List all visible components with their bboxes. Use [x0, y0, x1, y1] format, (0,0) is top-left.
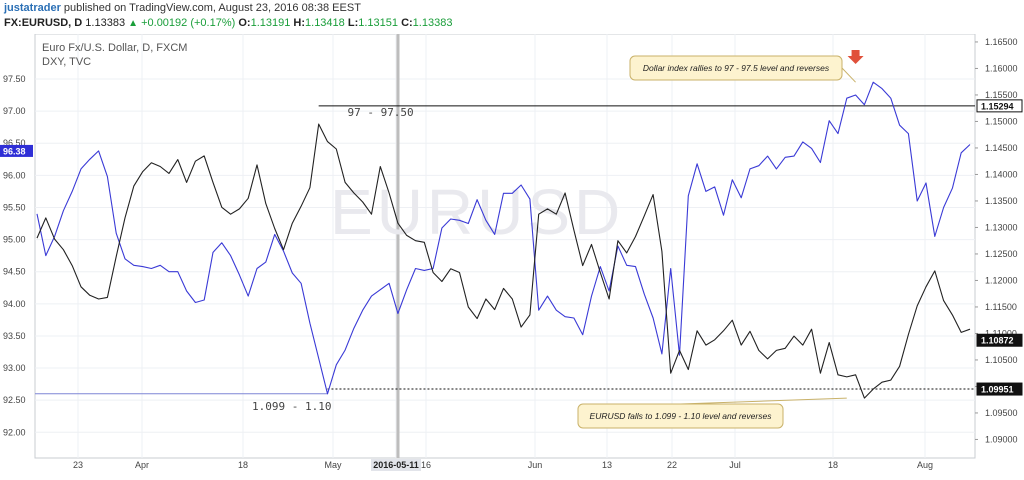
legend-eurusd: Euro Fx/U.S. Dollar, D, FXCM: [42, 42, 187, 54]
dxy-last-tag: 96.38: [3, 146, 26, 156]
left-axis-tick: 95.00: [3, 235, 26, 245]
left-axis-tick: 97.00: [3, 106, 26, 116]
low-label: L:: [347, 17, 359, 29]
right-axis-tick: 1.13500: [985, 196, 1018, 206]
right-axis-tick: 1.09000: [985, 434, 1018, 444]
right-axis-tick: 1.15500: [985, 90, 1018, 100]
down-arrow-icon: [847, 50, 864, 64]
eur-level-label: 1.099 - 1.10: [252, 400, 331, 413]
left-axis-tick: 97.50: [3, 74, 26, 84]
open-value: 1.13191: [250, 17, 291, 29]
dxy-note-pointer: [841, 67, 856, 83]
symbol-watermark: EURUSD: [330, 176, 624, 248]
crosshair-date-label: 2016-05-11: [373, 460, 419, 470]
left-axis-tick: 96.00: [3, 170, 26, 180]
left-axis-tick: 93.50: [3, 331, 26, 341]
crosshair-date-box: [371, 459, 421, 471]
x-axis-tick: May: [324, 460, 342, 470]
level-tag-top-box: [976, 99, 1023, 113]
x-axis-tick: Jul: [729, 460, 741, 470]
left-axis-tick: 95.50: [3, 202, 26, 212]
ohlc-line: FX:EURUSD, D 1.13383 ▲ +0.00192 (+0.17%)…: [4, 17, 452, 29]
left-axis-tick: 96.50: [3, 138, 26, 148]
price-chart[interactable]: EURUSD 97 - 97.50 1.099 - 1.10 97.50 97.00…: [0, 34, 1024, 480]
chart-axes: 97.50 97.00 96.50 96.00 95.50 95.00 94.50 94.00…: [0, 37, 1023, 471]
dxy-series-line[interactable]: [36, 81, 971, 395]
eur-note-pointer: [680, 397, 847, 405]
x-axis-tick: 22: [667, 460, 677, 470]
x-axis-tick: Jun: [528, 460, 543, 470]
dxy-last-tag-box: [0, 144, 33, 157]
plot-frame: [34, 34, 976, 459]
right-axis-tick: 1.14500: [985, 143, 1018, 153]
x-axis-tick: Aug: [917, 460, 933, 470]
high-label: H:: [293, 17, 306, 29]
right-axis-tick: 1.12500: [985, 249, 1018, 259]
left-axis-tick: 92.50: [3, 395, 26, 405]
price-change: +0.00192 (+0.17%): [141, 17, 236, 29]
chart-grid: [34, 34, 976, 459]
left-axis-tick: 94.50: [3, 267, 26, 277]
eurusd-series-line[interactable]: [36, 123, 971, 399]
last-price-tag-box: [976, 333, 1023, 347]
right-axis-tick: 1.16500: [985, 37, 1018, 47]
right-axis-tick: 1.11500: [985, 302, 1017, 312]
level-tag-low: 1.09951: [981, 385, 1014, 395]
chart-header: justatrader published on TradingView.com…: [0, 0, 1024, 34]
open-label: O:: [238, 17, 251, 29]
dxy-note: Dollar index rallies to 97 - 97.5 level …: [643, 63, 830, 73]
legend-dxy: DXY, TVC: [42, 56, 91, 68]
right-axis-tick: 1.13000: [985, 222, 1018, 232]
left-axis-tick: 93.00: [3, 363, 26, 373]
chart-annotations: Dollar index rallies to 97 - 97.5 level …: [577, 50, 864, 429]
last-price-tag: 1.10872: [981, 336, 1014, 346]
chart-series: [36, 81, 971, 399]
right-axis-tick: 1.14000: [985, 169, 1018, 179]
close-value: 1.13383: [412, 17, 453, 29]
x-axis-tick: 18: [238, 460, 248, 470]
left-axis-tick: 92.00: [3, 427, 26, 437]
x-axis-tick: 23: [73, 460, 83, 470]
low-value: 1.13151: [358, 17, 398, 29]
close-label: C:: [401, 17, 413, 29]
right-axis-tick: 1.16000: [985, 63, 1018, 73]
right-axis-tick: 1.10500: [985, 355, 1018, 365]
author-link[interactable]: justatrader: [4, 2, 61, 14]
last-price: 1.13383: [85, 17, 126, 29]
x-axis-tick: 18: [828, 460, 838, 470]
level-tag-low-box: [976, 382, 1023, 396]
right-axis-tick: 1.15000: [985, 116, 1018, 126]
dxy-level-label: 97 - 97.50: [347, 106, 413, 119]
left-axis-tick: 94.00: [3, 299, 26, 309]
x-axis-tick: Apr: [135, 460, 149, 470]
x-axis-tick: 13: [602, 460, 612, 470]
eur-note: EURUSD falls to 1.099 - 1.10 level and r…: [590, 411, 773, 421]
right-axis-tick: 1.12000: [985, 275, 1018, 285]
level-lines: 97 - 97.50 1.099 - 1.10: [35, 105, 975, 413]
up-arrow-icon: ▲: [128, 18, 139, 29]
right-axis-tick: 1.11000: [985, 328, 1017, 338]
x-axis-tick: 16: [421, 460, 431, 470]
published-text: published on TradingView.com, August 23,…: [60, 2, 361, 14]
right-axis-tick: 1.09500: [985, 408, 1018, 418]
level-tag-top: 1.15294: [981, 101, 1014, 111]
symbol-label: FX:EURUSD, D: [4, 17, 83, 29]
publish-line: justatrader published on TradingView.com…: [4, 2, 361, 14]
high-value: 1.13418: [305, 17, 345, 29]
